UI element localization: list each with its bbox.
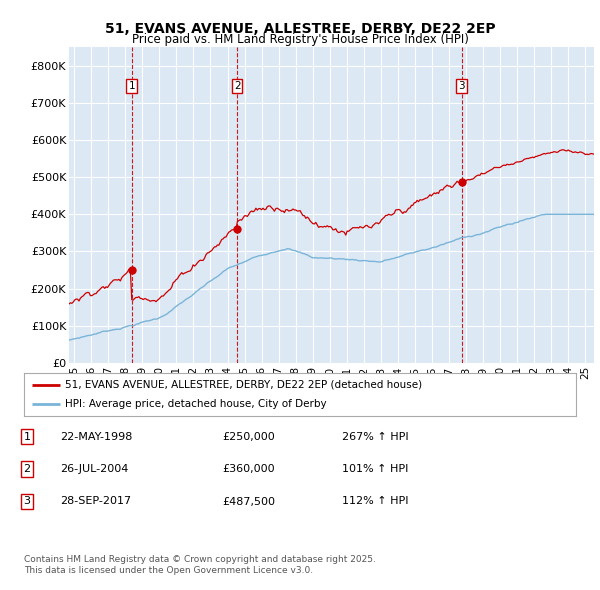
Text: 3: 3 <box>458 81 465 91</box>
Text: Price paid vs. HM Land Registry's House Price Index (HPI): Price paid vs. HM Land Registry's House … <box>131 33 469 46</box>
Text: 101% ↑ HPI: 101% ↑ HPI <box>342 464 409 474</box>
Text: HPI: Average price, detached house, City of Derby: HPI: Average price, detached house, City… <box>65 399 327 409</box>
Text: 3: 3 <box>23 497 31 506</box>
Text: 1: 1 <box>128 81 135 91</box>
Text: 2: 2 <box>23 464 31 474</box>
Text: 51, EVANS AVENUE, ALLESTREE, DERBY, DE22 2EP (detached house): 51, EVANS AVENUE, ALLESTREE, DERBY, DE22… <box>65 380 422 390</box>
Text: 112% ↑ HPI: 112% ↑ HPI <box>342 497 409 506</box>
Text: Contains HM Land Registry data © Crown copyright and database right 2025.: Contains HM Land Registry data © Crown c… <box>24 555 376 563</box>
Text: 26-JUL-2004: 26-JUL-2004 <box>60 464 128 474</box>
Text: 1: 1 <box>23 432 31 441</box>
Text: £250,000: £250,000 <box>222 432 275 441</box>
Text: 22-MAY-1998: 22-MAY-1998 <box>60 432 133 441</box>
Text: £487,500: £487,500 <box>222 497 275 506</box>
Text: 51, EVANS AVENUE, ALLESTREE, DERBY, DE22 2EP: 51, EVANS AVENUE, ALLESTREE, DERBY, DE22… <box>104 22 496 37</box>
Text: This data is licensed under the Open Government Licence v3.0.: This data is licensed under the Open Gov… <box>24 566 313 575</box>
Text: 267% ↑ HPI: 267% ↑ HPI <box>342 432 409 441</box>
Text: £360,000: £360,000 <box>222 464 275 474</box>
Text: 2: 2 <box>234 81 241 91</box>
Text: 28-SEP-2017: 28-SEP-2017 <box>60 497 131 506</box>
